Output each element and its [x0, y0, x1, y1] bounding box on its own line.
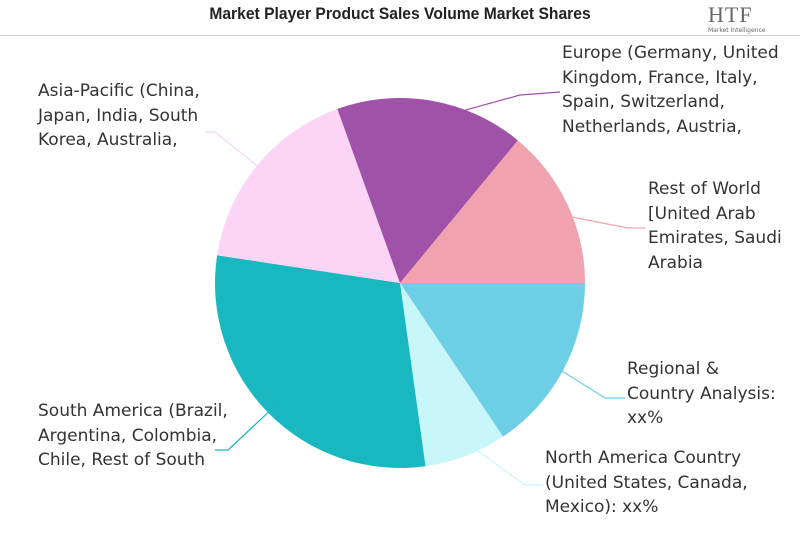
chart-title: Market Player Product Sales Volume Marke… — [209, 4, 591, 23]
pie-slice — [337, 97, 518, 284]
logo-tagline: Market Intelligence — [708, 27, 766, 34]
leader-line — [215, 398, 284, 451]
slice-label: Regional & Country Analysis: xx% — [627, 359, 776, 428]
pie-slice — [215, 255, 426, 468]
slice-label: North America Country (United States, Ca… — [545, 448, 748, 517]
slice-label: Europe (Germany, United Kingdom, France,… — [562, 43, 779, 137]
pie-slice — [400, 140, 585, 283]
leader-line — [458, 436, 543, 486]
leader-line — [205, 131, 273, 179]
leader-line — [549, 212, 645, 229]
pie-slice — [217, 108, 400, 283]
pie-slice — [400, 283, 586, 437]
slice-label: Asia-Pacific (China, Japan, India, South… — [38, 81, 200, 150]
logo: HTF — [708, 2, 753, 27]
slice-label: Rest of World [United Arab Emirates, Sau… — [648, 179, 782, 273]
header-rule — [0, 35, 800, 36]
slice-label: South America (Brazil, Argentina, Colomb… — [38, 401, 228, 470]
leader-line — [545, 360, 625, 399]
leader-line — [428, 91, 561, 122]
pie-slice — [400, 283, 504, 467]
